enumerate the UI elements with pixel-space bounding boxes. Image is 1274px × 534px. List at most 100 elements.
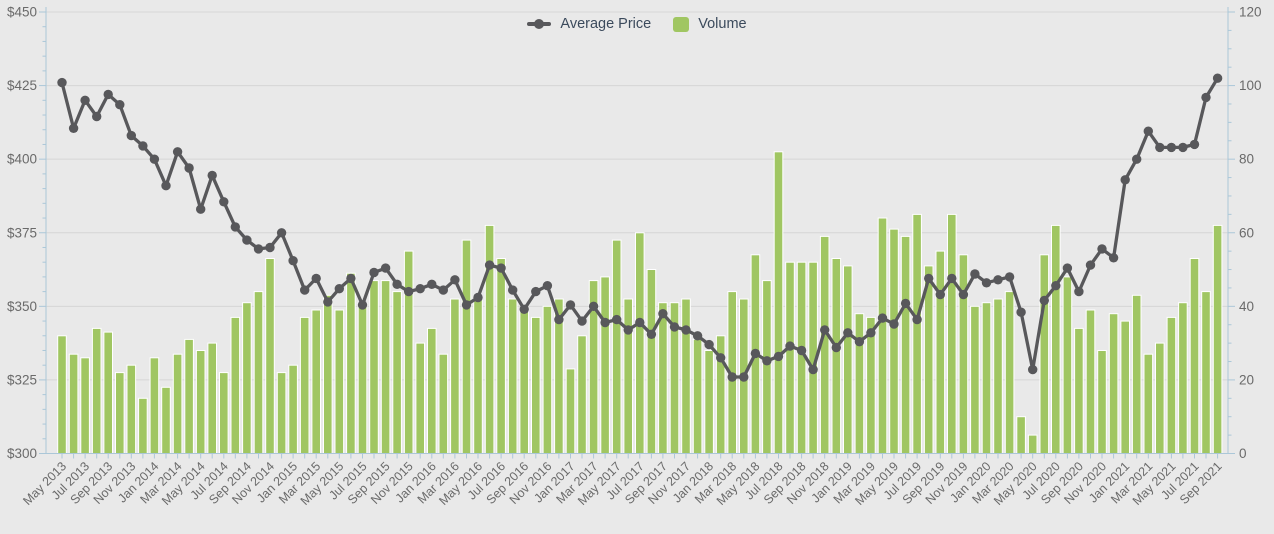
price-point[interactable]: [1178, 142, 1188, 153]
price-point[interactable]: [473, 292, 483, 303]
volume-bar[interactable]: [172, 353, 183, 455]
volume-bar[interactable]: [1004, 291, 1015, 454]
volume-bar[interactable]: [484, 224, 495, 454]
price-point[interactable]: [970, 269, 980, 279]
price-point[interactable]: [866, 328, 876, 338]
volume-bar[interactable]: [427, 327, 437, 454]
price-point[interactable]: [762, 356, 772, 366]
price-point[interactable]: [1028, 364, 1038, 375]
price-point[interactable]: [947, 273, 957, 284]
volume-bar[interactable]: [207, 342, 217, 455]
volume-bar[interactable]: [1189, 258, 1200, 454]
price-point[interactable]: [796, 345, 807, 356]
price-point[interactable]: [334, 284, 344, 294]
price-point[interactable]: [92, 111, 102, 122]
price-point[interactable]: [496, 263, 506, 273]
volume-bar[interactable]: [1074, 327, 1084, 454]
volume-bar[interactable]: [461, 239, 472, 454]
volume-bar[interactable]: [1051, 224, 1061, 454]
volume-bar[interactable]: [473, 298, 483, 454]
price-point[interactable]: [669, 322, 680, 332]
price-point[interactable]: [346, 273, 356, 284]
volume-bar[interactable]: [889, 228, 899, 454]
volume-bar[interactable]: [415, 342, 425, 455]
volume-bar[interactable]: [981, 302, 992, 455]
volume-bar[interactable]: [149, 357, 160, 454]
volume-bar[interactable]: [80, 357, 90, 454]
volume-bar[interactable]: [1212, 224, 1223, 454]
price-point[interactable]: [623, 325, 633, 335]
price-point[interactable]: [577, 316, 587, 326]
price-point[interactable]: [484, 260, 495, 270]
price-point[interactable]: [924, 273, 934, 284]
volume-bar[interactable]: [1201, 291, 1211, 454]
price-point[interactable]: [900, 298, 911, 309]
volume-bar[interactable]: [1120, 320, 1131, 454]
price-point[interactable]: [808, 364, 818, 375]
price-point[interactable]: [1085, 260, 1096, 270]
price-point[interactable]: [288, 256, 298, 266]
price-point[interactable]: [831, 342, 841, 353]
volume-bar[interactable]: [600, 276, 610, 454]
price-point[interactable]: [1155, 142, 1165, 153]
volume-bar[interactable]: [935, 250, 946, 454]
volume-bar[interactable]: [496, 258, 506, 454]
price-point[interactable]: [1132, 154, 1142, 164]
volume-bar[interactable]: [265, 258, 275, 454]
volume-bar[interactable]: [681, 298, 691, 454]
price-point[interactable]: [461, 300, 472, 310]
price-point[interactable]: [80, 95, 90, 106]
volume-bar[interactable]: [242, 302, 252, 455]
price-point[interactable]: [57, 77, 67, 88]
price-point[interactable]: [161, 181, 171, 191]
price-point[interactable]: [68, 123, 79, 133]
volume-bar[interactable]: [346, 272, 356, 455]
price-point[interactable]: [172, 147, 183, 157]
price-point[interactable]: [253, 244, 264, 254]
volume-bar[interactable]: [357, 302, 368, 455]
price-point[interactable]: [1120, 175, 1130, 185]
volume-bar[interactable]: [1039, 254, 1050, 454]
price-point[interactable]: [1143, 126, 1154, 136]
price-point[interactable]: [750, 348, 761, 359]
volume-bar[interactable]: [947, 213, 957, 454]
price-point[interactable]: [993, 275, 1003, 285]
price-point[interactable]: [1074, 286, 1084, 297]
price-point[interactable]: [219, 197, 229, 207]
price-point[interactable]: [450, 275, 460, 285]
price-point[interactable]: [404, 286, 414, 297]
volume-bar[interactable]: [91, 327, 102, 454]
volume-bar[interactable]: [115, 372, 125, 455]
volume-bar[interactable]: [392, 291, 402, 454]
price-point[interactable]: [935, 289, 945, 300]
price-point[interactable]: [184, 163, 194, 173]
price-point[interactable]: [1062, 263, 1073, 273]
price-point[interactable]: [854, 337, 865, 347]
price-point[interactable]: [889, 319, 899, 329]
volume-bar[interactable]: [704, 350, 714, 454]
volume-bar[interactable]: [831, 258, 842, 454]
price-point[interactable]: [519, 304, 529, 314]
price-point[interactable]: [276, 228, 287, 238]
price-point[interactable]: [565, 300, 576, 310]
price-point[interactable]: [265, 242, 275, 253]
price-point[interactable]: [508, 285, 518, 295]
volume-bar[interactable]: [57, 335, 67, 454]
volume-bar[interactable]: [531, 316, 541, 454]
price-point[interactable]: [820, 325, 830, 335]
price-point[interactable]: [635, 317, 645, 328]
volume-bar[interactable]: [993, 298, 1003, 454]
price-point[interactable]: [300, 285, 310, 295]
price-point[interactable]: [1016, 307, 1026, 317]
volume-bar[interactable]: [450, 298, 460, 454]
volume-bar[interactable]: [1155, 342, 1165, 455]
volume-bar[interactable]: [646, 269, 657, 454]
price-point[interactable]: [230, 222, 240, 232]
volume-bar[interactable]: [611, 239, 622, 454]
volume-bar[interactable]: [438, 353, 449, 455]
volume-bar[interactable]: [854, 313, 865, 455]
price-point[interactable]: [692, 331, 703, 341]
price-point[interactable]: [588, 301, 599, 311]
volume-bar[interactable]: [1027, 434, 1038, 455]
price-point[interactable]: [658, 309, 668, 319]
